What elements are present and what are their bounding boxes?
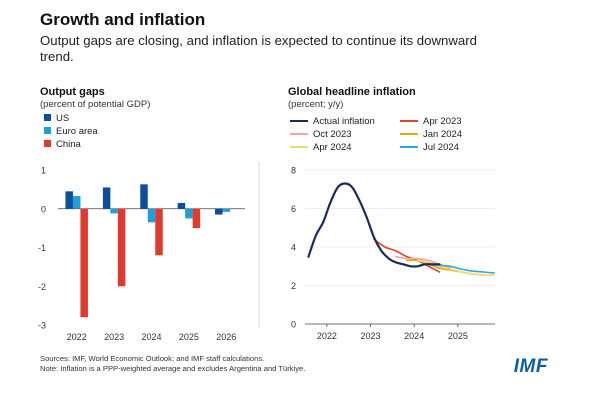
legend-label-china: China [56,139,82,150]
legend-swatch-china [44,140,51,147]
legend-label-oct-2023: Oct 2023 [313,129,352,140]
legend-swatch-us [44,114,51,121]
legend-label-jan-2024: Jan 2024 [423,129,462,140]
y-tick-label: 1 [41,166,46,176]
y-tick-label: -2 [38,282,46,292]
x-tick-label: 2025 [179,332,199,342]
output-gaps-title: Output gaps [40,86,105,98]
x-tick-label: 2025 [448,331,468,341]
inflation-subtitle: (percent; y/y) [288,99,344,110]
y-tick-label: 8 [291,166,296,176]
bar-us-2023 [102,187,111,209]
legend-label-euro-area: Euro area [56,126,98,137]
x-tick-label: 2023 [104,332,124,342]
footnote: Note: Inflation is a PPP-weighted averag… [40,364,306,373]
line-apr-2024 [416,259,495,276]
page-subtitle: Output gaps are closing, and inflation i… [40,33,477,64]
bar-us-2024 [140,184,148,209]
x-tick-label: 2023 [361,331,381,341]
y-tick-label: 0 [41,204,46,214]
y-tick-label: 0 [291,320,296,330]
bar-china-2024 [155,208,163,256]
bar-euro-area-2023 [110,208,118,214]
page-title: Growth and inflation [40,10,206,29]
legend-swatch-euro-area [44,127,51,134]
imf-logo: IMF [513,356,548,377]
x-tick-label: 2026 [216,332,236,342]
bar-euro-area-2025 [185,208,193,219]
bar-euro-area-2026 [222,208,231,212]
bar-euro-area-2022 [72,195,81,209]
y-tick-label: -1 [38,243,46,253]
legend-label-apr-2024: Apr 2024 [313,142,352,153]
bar-euro-area-2024 [147,208,156,223]
bar-china-2023 [117,208,126,287]
output-gaps-subtitle: (percent of potential GDP) [40,99,151,110]
y-tick-label: 2 [291,281,296,291]
bar-china-2022 [80,208,88,318]
legend-label-jul-2024: Jul 2024 [423,142,459,153]
bar-china-2025 [192,208,201,229]
y-tick-label: 6 [291,204,296,214]
source-note: Sources: IMF, World Economic Outlook; an… [40,354,265,363]
x-tick-label: 2022 [317,331,337,341]
legend-label-apr-2023: Apr 2023 [423,116,462,127]
legend-label-actual-inflation: Actual inflation [313,116,375,127]
y-tick-label: 4 [291,243,296,253]
bar-us-2025 [177,202,186,209]
bar-us-2022 [65,191,73,209]
legend-label-us: US [56,113,69,124]
bar-us-2026 [215,208,223,215]
line-actual-inflation [307,182,441,268]
y-tick-label: -3 [38,321,46,331]
x-tick-label: 2022 [67,332,87,342]
x-tick-label: 2024 [141,332,161,342]
x-tick-label: 2024 [404,331,424,341]
line-apr-2023 [373,238,441,273]
inflation-title: Global headline inflation [288,86,416,98]
